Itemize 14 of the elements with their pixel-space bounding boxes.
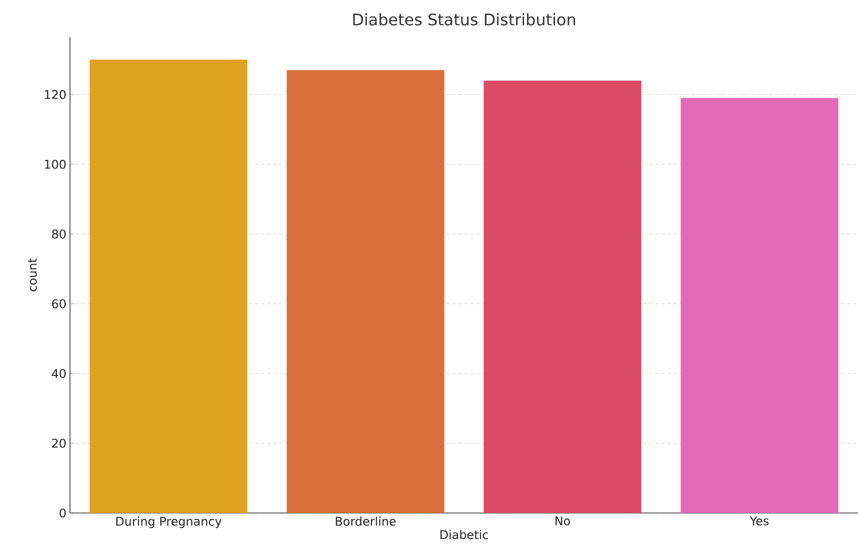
y-tick-label: 100 — [44, 160, 66, 169]
y-tick-label: 120 — [44, 90, 66, 100]
y-tick-label: 0 — [60, 508, 66, 518]
x-axis-title: Diabetic — [440, 530, 488, 540]
y-axis-title: count — [28, 258, 37, 292]
y-tick-label: 80 — [52, 230, 66, 239]
y-tick-label: 60 — [52, 299, 66, 308]
chart-title: Diabetes Status Distribution — [353, 13, 575, 26]
x-tick-label: Borderline — [336, 516, 396, 526]
y-tick-label: 40 — [52, 368, 66, 378]
y-tick-label: 20 — [52, 438, 66, 448]
x-tick-label: During Pregnancy — [116, 516, 222, 528]
x-tick-label: No — [556, 516, 570, 526]
x-tick-label: Yes — [750, 516, 769, 526]
